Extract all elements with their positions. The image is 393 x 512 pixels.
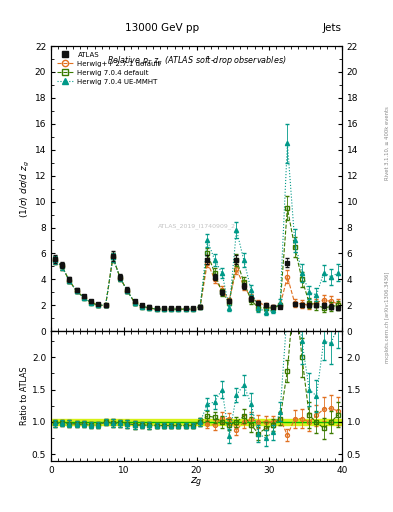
Text: 13000 GeV pp: 13000 GeV pp [125, 23, 199, 33]
Text: mcplots.cern.ch [arXiv:1306.3436]: mcplots.cern.ch [arXiv:1306.3436] [385, 272, 390, 363]
Y-axis label: Ratio to ATLAS: Ratio to ATLAS [20, 367, 29, 425]
Text: ATLAS_2019_I1740909_2: ATLAS_2019_I1740909_2 [158, 223, 235, 228]
Text: Rivet 3.1.10, ≥ 400k events: Rivet 3.1.10, ≥ 400k events [385, 106, 390, 180]
X-axis label: $z_g$: $z_g$ [190, 476, 203, 490]
Y-axis label: $(1/\sigma)\ d\sigma/d\ z_g$: $(1/\sigma)\ d\sigma/d\ z_g$ [19, 160, 32, 218]
Text: Relative $p_T$ $z_g$ (ATLAS soft-drop observables): Relative $p_T$ $z_g$ (ATLAS soft-drop ob… [107, 55, 286, 68]
Legend: ATLAS, Herwig++ 2.7.1 default, Herwig 7.0.4 default, Herwig 7.0.4 UE-MMHT: ATLAS, Herwig++ 2.7.1 default, Herwig 7.… [55, 50, 163, 87]
Text: Jets: Jets [323, 23, 342, 33]
Bar [51, 419, 342, 425]
